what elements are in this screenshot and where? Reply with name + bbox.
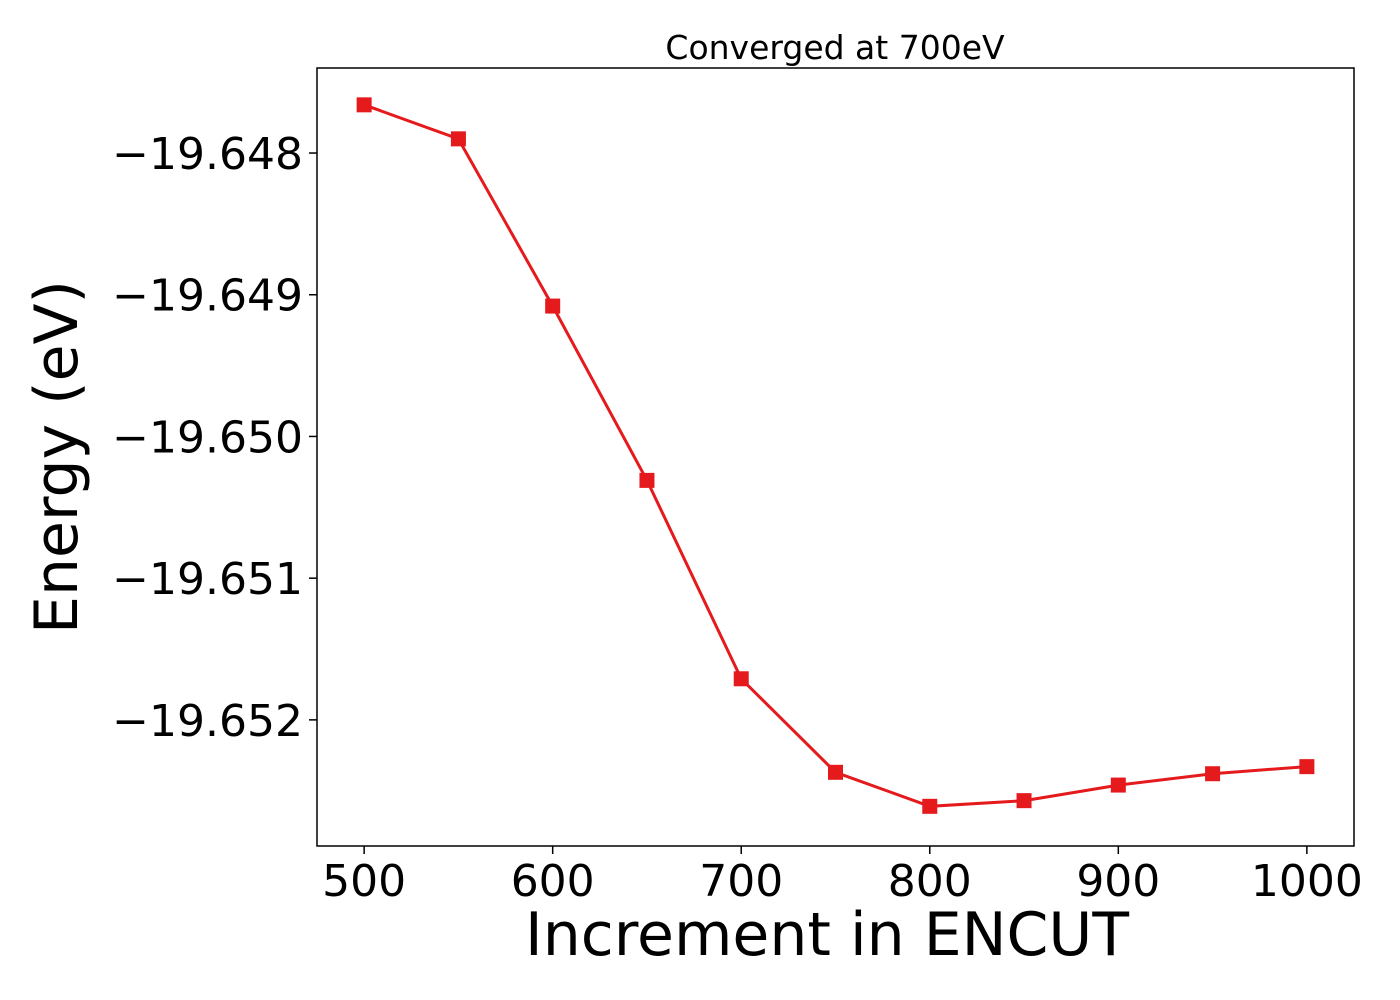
y-tick-label: −19.649 — [112, 271, 303, 322]
data-point — [1205, 766, 1221, 782]
y-tick-label: −19.651 — [112, 554, 303, 605]
data-point — [639, 472, 655, 488]
x-axis: 500 600 700 800 900 1000 — [322, 846, 1363, 907]
x-tick-label: 900 — [1076, 856, 1160, 907]
data-point — [1299, 759, 1315, 775]
x-tick-label: 1000 — [1251, 856, 1363, 907]
y-axis-label: Energy (eV) — [22, 280, 92, 634]
data-point — [733, 671, 749, 687]
y-axis: −19.648 −19.649 −19.650 −19.651 −19.652 — [112, 129, 317, 747]
series-line — [363, 103, 1308, 808]
data-point — [1110, 777, 1126, 793]
chart-title: Converged at 700eV — [665, 28, 1005, 67]
data-point — [1016, 793, 1032, 809]
x-tick-label: 800 — [888, 856, 972, 907]
y-tick-label: −19.648 — [112, 129, 303, 180]
series-markers — [356, 97, 1315, 814]
data-point — [922, 798, 938, 814]
x-axis-label: Increment in ENCUT — [525, 900, 1129, 970]
data-point — [356, 97, 372, 113]
x-tick-label: 500 — [322, 856, 406, 907]
plot-area — [316, 67, 1355, 847]
data-point — [450, 131, 466, 147]
x-tick-label: 700 — [699, 856, 783, 907]
y-tick-label: −19.652 — [112, 696, 303, 747]
y-tick-label: −19.650 — [112, 412, 303, 463]
data-point — [828, 764, 843, 780]
data-point — [545, 298, 561, 314]
x-tick-label: 600 — [511, 856, 595, 907]
